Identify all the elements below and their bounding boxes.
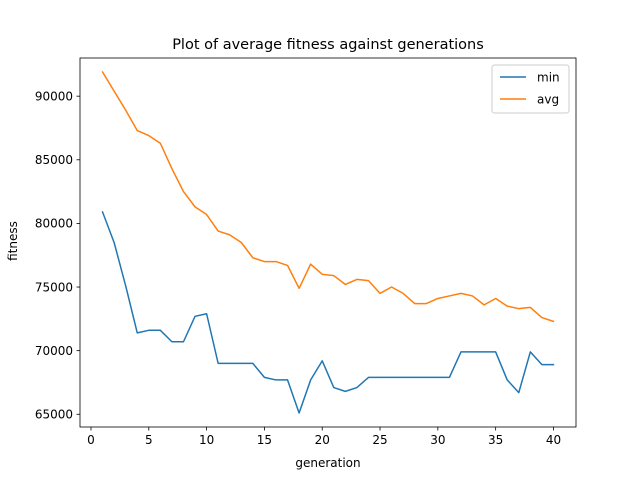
y-tick-label: 85000 (35, 153, 73, 167)
chart-title: Plot of average fitness against generati… (172, 37, 484, 53)
x-tick-label: 20 (315, 433, 330, 447)
y-tick-label: 70000 (35, 344, 73, 358)
x-tick-label: 5 (145, 433, 153, 447)
legend-label-avg: avg (537, 92, 559, 106)
x-tick-label: 0 (87, 433, 95, 447)
y-axis-label: fitness (6, 221, 20, 261)
x-tick-label: 10 (199, 433, 214, 447)
y-tick-label: 90000 (35, 89, 73, 103)
y-tick-label: 75000 (35, 280, 73, 294)
x-tick-label: 30 (430, 433, 445, 447)
axes: 0 5 10 15 20 25 30 35 40 65000 70000 75000 80000 8500… (35, 57, 577, 447)
legend: min avg (491, 64, 570, 114)
series-line-min (101, 210, 555, 414)
x-tick-label: 35 (488, 433, 503, 447)
y-tick-label: 80000 (35, 217, 73, 231)
x-tick-label: 40 (546, 433, 561, 447)
x-tick-label: 15 (257, 433, 272, 447)
plot-frame (79, 57, 577, 428)
y-tick-label: 65000 (35, 408, 73, 422)
plot-area (101, 70, 555, 414)
series-line-avg (101, 70, 555, 323)
legend-label-min: min (537, 70, 560, 84)
x-axis-label: generation (295, 456, 360, 470)
x-tick-label: 25 (372, 433, 387, 447)
